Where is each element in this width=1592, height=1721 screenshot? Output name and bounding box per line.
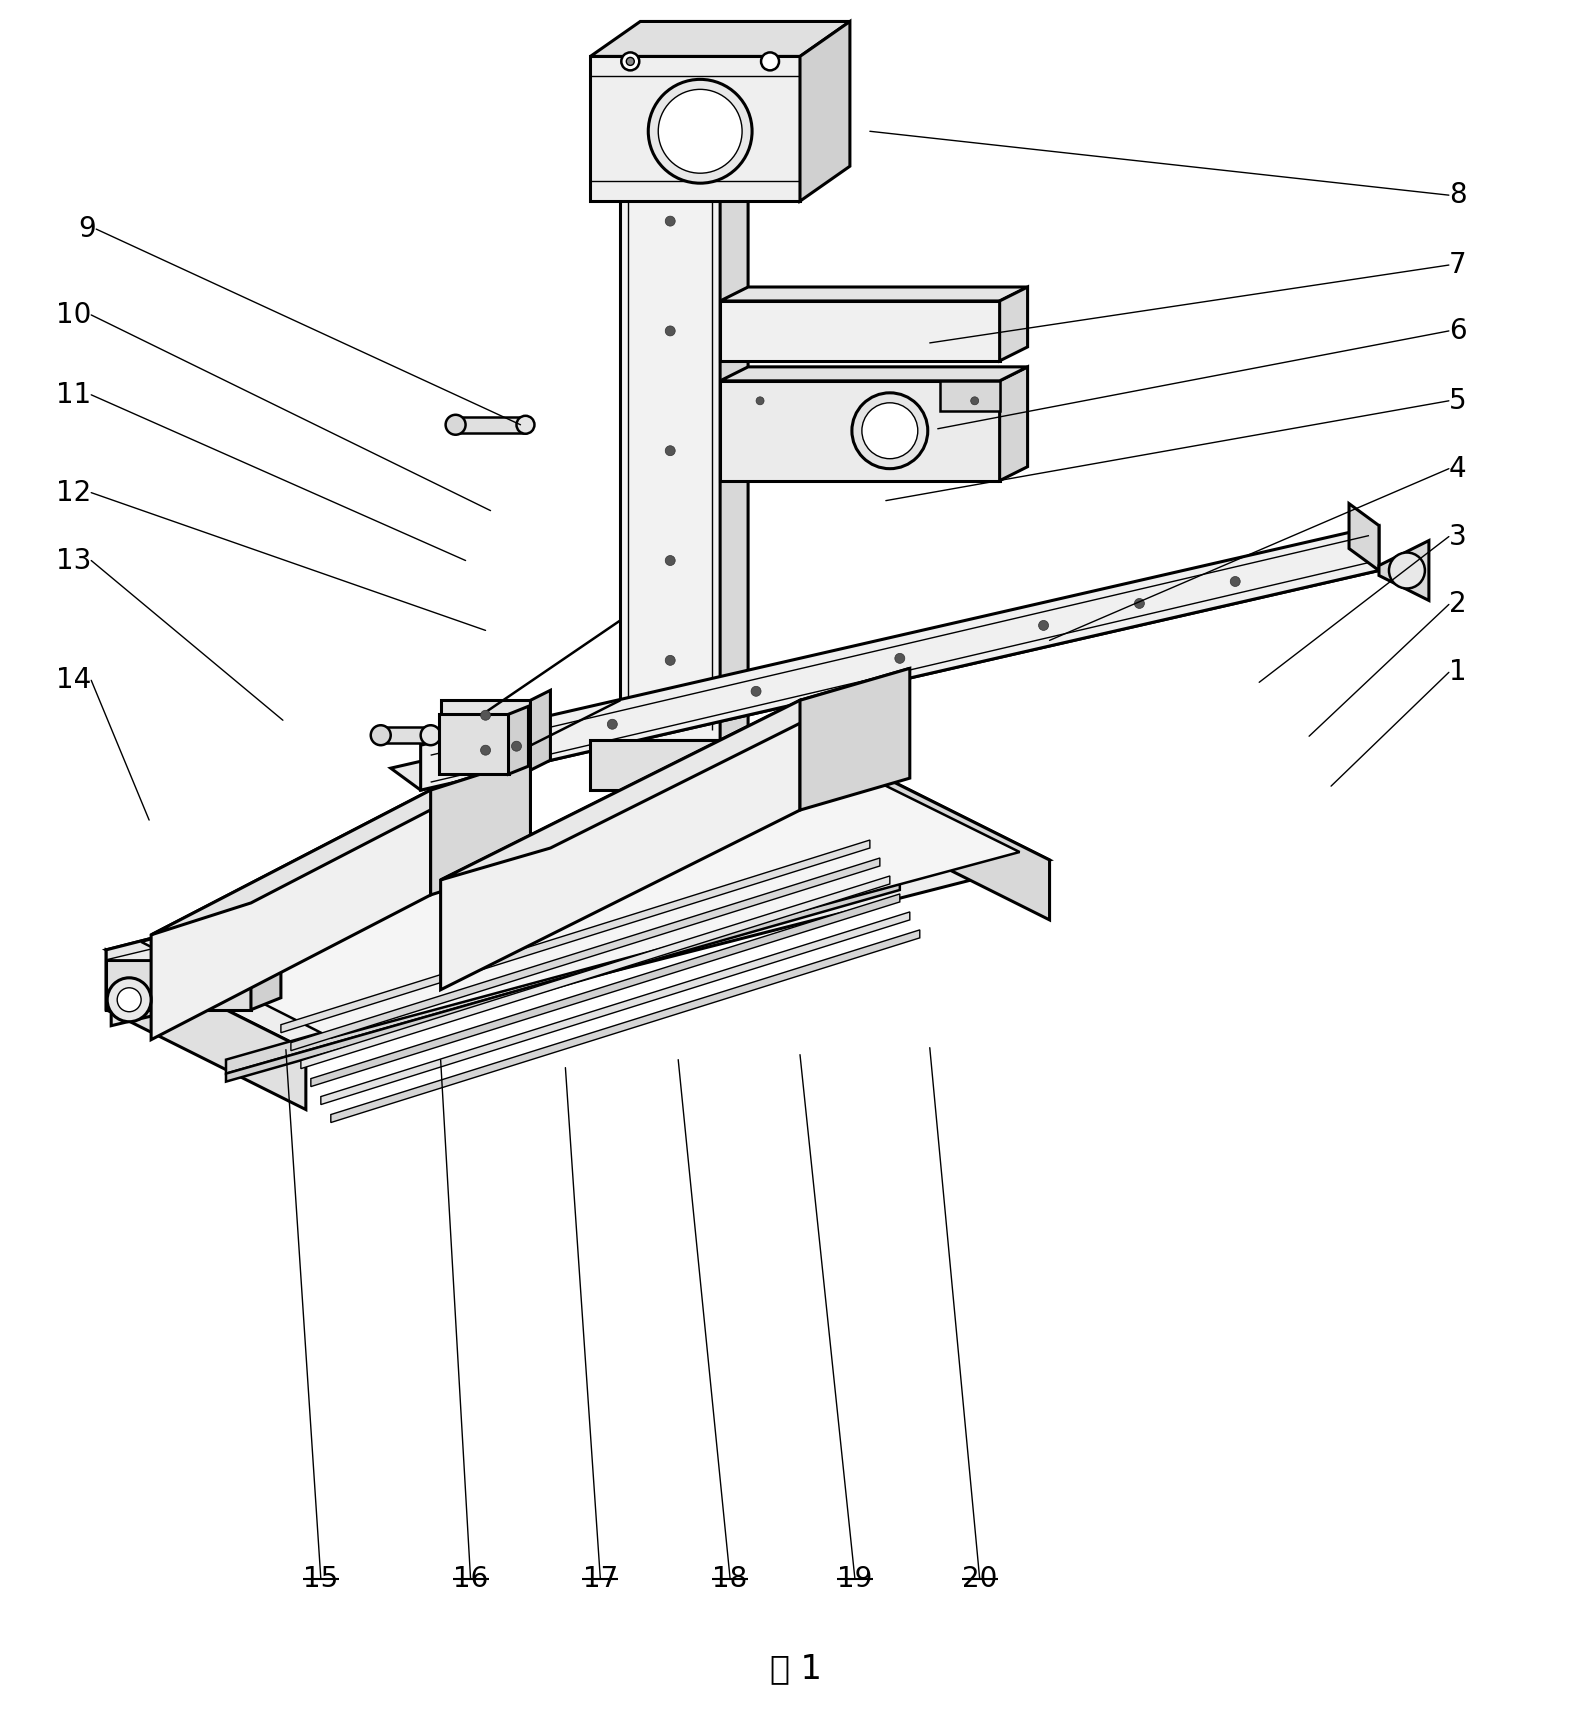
Polygon shape — [1379, 540, 1430, 601]
Circle shape — [895, 654, 904, 663]
Text: 2: 2 — [1449, 590, 1466, 618]
Polygon shape — [1000, 367, 1027, 480]
Circle shape — [852, 392, 928, 468]
Circle shape — [371, 725, 390, 745]
Circle shape — [621, 52, 640, 71]
Text: 12: 12 — [56, 478, 91, 506]
Text: 9: 9 — [78, 215, 96, 243]
Text: 15: 15 — [302, 1564, 339, 1592]
Circle shape — [665, 217, 675, 225]
Circle shape — [516, 416, 535, 434]
Circle shape — [1388, 552, 1425, 589]
Circle shape — [446, 415, 465, 435]
Text: 20: 20 — [962, 1564, 997, 1592]
Polygon shape — [621, 64, 720, 740]
Text: 10: 10 — [56, 301, 91, 329]
Circle shape — [648, 79, 751, 182]
Polygon shape — [455, 416, 525, 432]
Polygon shape — [720, 287, 1027, 301]
Polygon shape — [322, 912, 909, 1105]
Circle shape — [107, 978, 151, 1022]
Polygon shape — [226, 881, 899, 1081]
Text: 14: 14 — [56, 666, 91, 694]
Polygon shape — [390, 549, 1379, 790]
Circle shape — [481, 711, 490, 721]
Text: 16: 16 — [454, 1564, 489, 1592]
Polygon shape — [441, 700, 530, 771]
Polygon shape — [720, 367, 1027, 380]
Circle shape — [756, 398, 764, 404]
Text: 8: 8 — [1449, 181, 1466, 210]
Circle shape — [751, 687, 761, 697]
Text: 3: 3 — [1449, 523, 1466, 551]
Polygon shape — [420, 525, 1379, 790]
Polygon shape — [301, 876, 890, 1069]
Polygon shape — [591, 57, 801, 201]
Circle shape — [665, 325, 675, 336]
Polygon shape — [107, 761, 850, 1010]
Circle shape — [1135, 599, 1145, 609]
Circle shape — [971, 398, 979, 404]
Polygon shape — [310, 893, 899, 1086]
Polygon shape — [107, 960, 252, 1010]
Polygon shape — [107, 761, 1049, 1050]
Polygon shape — [591, 21, 850, 57]
Polygon shape — [441, 668, 909, 879]
Circle shape — [861, 403, 917, 460]
Circle shape — [511, 742, 522, 750]
Polygon shape — [151, 790, 431, 1039]
Polygon shape — [508, 706, 529, 774]
Circle shape — [665, 556, 675, 566]
Polygon shape — [801, 668, 909, 811]
Text: 4: 4 — [1449, 454, 1466, 482]
Circle shape — [665, 446, 675, 456]
Polygon shape — [720, 301, 1000, 361]
Polygon shape — [850, 761, 1049, 921]
Text: 图 1: 图 1 — [771, 1652, 821, 1685]
Polygon shape — [720, 50, 748, 740]
Polygon shape — [291, 859, 880, 1050]
Polygon shape — [331, 929, 920, 1122]
Polygon shape — [252, 948, 280, 1010]
Circle shape — [118, 988, 142, 1012]
Polygon shape — [439, 714, 508, 774]
Polygon shape — [107, 948, 280, 960]
Circle shape — [607, 719, 618, 730]
Circle shape — [1231, 577, 1240, 587]
Circle shape — [420, 725, 441, 745]
Circle shape — [665, 656, 675, 666]
Polygon shape — [530, 690, 551, 771]
Text: 13: 13 — [56, 547, 91, 575]
Polygon shape — [720, 380, 1000, 480]
Polygon shape — [441, 700, 801, 990]
Polygon shape — [591, 740, 750, 790]
Polygon shape — [750, 726, 780, 790]
Text: 7: 7 — [1449, 251, 1466, 279]
Circle shape — [481, 745, 490, 756]
Text: 17: 17 — [583, 1564, 618, 1592]
Circle shape — [626, 57, 634, 65]
Text: 11: 11 — [56, 380, 91, 410]
Circle shape — [1038, 620, 1049, 630]
Polygon shape — [621, 50, 748, 64]
Text: 1: 1 — [1449, 659, 1466, 687]
Text: 18: 18 — [713, 1564, 748, 1592]
Text: 5: 5 — [1449, 387, 1466, 415]
Text: 19: 19 — [837, 1564, 872, 1592]
Circle shape — [761, 52, 778, 71]
Polygon shape — [226, 867, 899, 1074]
Polygon shape — [142, 759, 1019, 1038]
Polygon shape — [380, 728, 431, 743]
Polygon shape — [111, 821, 899, 1026]
Polygon shape — [1000, 287, 1027, 361]
Polygon shape — [280, 840, 869, 1033]
Polygon shape — [1348, 504, 1379, 570]
Polygon shape — [801, 21, 850, 201]
Polygon shape — [107, 950, 306, 1110]
Polygon shape — [151, 759, 530, 935]
Polygon shape — [431, 759, 530, 895]
Text: 6: 6 — [1449, 317, 1466, 344]
Circle shape — [657, 89, 742, 174]
Polygon shape — [939, 380, 1000, 411]
